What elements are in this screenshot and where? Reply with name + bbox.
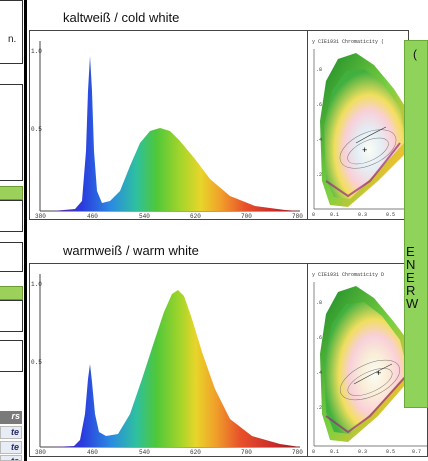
cie-y-tick: .8 xyxy=(316,300,322,306)
x-tick-label: 700 xyxy=(241,449,252,456)
cie-locus-inner xyxy=(324,69,406,199)
note-letters: E N E R W xyxy=(406,245,418,310)
left-green-bar-1 xyxy=(0,186,23,200)
cie-contour xyxy=(347,137,389,165)
x-tick-label: 460 xyxy=(87,449,98,456)
caption-cold-white: kaltweiß / cold white xyxy=(63,10,180,25)
note-top-char: ( xyxy=(413,47,417,61)
cie-planckian-locus xyxy=(353,363,393,385)
cie-x-tick: 0.3 xyxy=(358,449,367,455)
cie-y-tick: .2 xyxy=(316,405,322,411)
spectrum-panel-cold: 1.0 0.5 380 460 540 620 700 780 xyxy=(29,30,309,220)
cie-y-tick: .8 xyxy=(316,67,322,73)
cie-y-tick: .4 xyxy=(316,137,322,143)
left-tab-3[interactable]: te xyxy=(0,441,22,454)
y-tick-label: 0.5 xyxy=(31,359,42,366)
cie-y-tick: .6 xyxy=(316,102,322,108)
cie-whitepoint-marker: + xyxy=(362,146,367,156)
note-letter: R xyxy=(406,283,416,298)
cie-y-tick: .6 xyxy=(316,335,322,341)
cie-y-tick: .4 xyxy=(316,370,322,376)
left-green-bar-2 xyxy=(0,286,23,300)
cie-contour xyxy=(339,129,397,169)
spectrum-panel-warm: 1.0 0.5 380 460 540 620 700 780 xyxy=(29,263,309,457)
left-box-middle xyxy=(0,84,23,181)
left-box-3 xyxy=(0,242,23,272)
cie-x-tick: 0.1 xyxy=(330,212,339,218)
x-tick-label: 540 xyxy=(139,213,150,219)
x-tick-label: 380 xyxy=(35,213,46,219)
x-tick-label: 780 xyxy=(292,449,303,456)
cie-contour xyxy=(347,368,393,396)
cie-x-tick: 0.5 xyxy=(386,212,395,218)
left-box-2 xyxy=(0,200,23,232)
x-tick-label: 460 xyxy=(87,213,98,219)
cie-x-tick: 0 xyxy=(312,212,315,218)
spectrum-chart-warm: 1.0 0.5 380 460 540 620 700 780 xyxy=(31,274,303,456)
left-text-fragment: n. xyxy=(8,34,17,45)
y-tick-label: 1.0 xyxy=(31,48,42,55)
left-box-5 xyxy=(0,340,23,372)
x-tick-label: 780 xyxy=(292,213,303,219)
cie-diagram-cold: y CIE1931 Chromaticity ( + .8 .6 .4 .2 0… xyxy=(312,39,408,218)
cie-y-tick: .2 xyxy=(316,172,322,178)
cie-whitepoint-marker: + xyxy=(376,369,381,379)
cie-panel-cold: y CIE1931 Chromaticity ( + .8 .6 .4 .2 0… xyxy=(307,30,409,220)
x-tick-label: 620 xyxy=(190,213,201,219)
spectrum-curve-cold xyxy=(52,56,300,211)
left-tab-4[interactable]: te xyxy=(0,455,22,461)
left-box-top xyxy=(0,0,23,64)
y-tick-label: 1.0 xyxy=(31,281,42,288)
cie-contour xyxy=(339,359,401,401)
note-letter: N xyxy=(406,257,416,272)
note-letter: E xyxy=(406,270,415,285)
cie-purple-line xyxy=(325,375,407,434)
cie-diagram-warm: y CIE1931 Chromaticity D + .8 .6 .4 .2 0… xyxy=(312,272,427,455)
x-tick-label: 700 xyxy=(241,213,252,219)
cie-x-tick: 0.1 xyxy=(330,449,339,455)
left-divider-line xyxy=(24,0,27,461)
left-tab-1[interactable]: rs xyxy=(0,411,22,424)
cie-x-tick: 0.3 xyxy=(358,212,367,218)
cie-title: y CIE1931 Chromaticity ( xyxy=(312,39,384,45)
spectrum-curve-warm xyxy=(52,290,300,447)
caption-warm-white: warmweiß / warm white xyxy=(63,243,199,258)
cie-title: y CIE1931 Chromaticity D xyxy=(312,272,384,278)
cie-x-tick: 0.5 xyxy=(386,449,395,455)
spectrum-chart-cold: 1.0 0.5 380 460 540 620 700 780 xyxy=(31,41,303,219)
cie-purple-line xyxy=(325,142,401,198)
note-letter: W xyxy=(406,296,419,311)
left-partial-column: n. rs te te te xyxy=(0,0,24,461)
x-tick-label: 620 xyxy=(190,449,201,456)
x-tick-label: 380 xyxy=(35,449,46,456)
left-box-4 xyxy=(0,300,23,332)
left-tab-2[interactable]: te xyxy=(0,426,22,439)
cie-locus-inner xyxy=(324,302,408,434)
x-tick-label: 540 xyxy=(139,449,150,456)
note-letter: E xyxy=(406,244,415,259)
cie-planckian-locus xyxy=(355,126,387,144)
y-tick-label: 0.5 xyxy=(31,126,42,133)
note-panel[interactable]: ( xyxy=(404,40,428,408)
cie-x-tick: 0.7 xyxy=(412,449,421,455)
cie-x-tick: 0 xyxy=(312,449,315,455)
